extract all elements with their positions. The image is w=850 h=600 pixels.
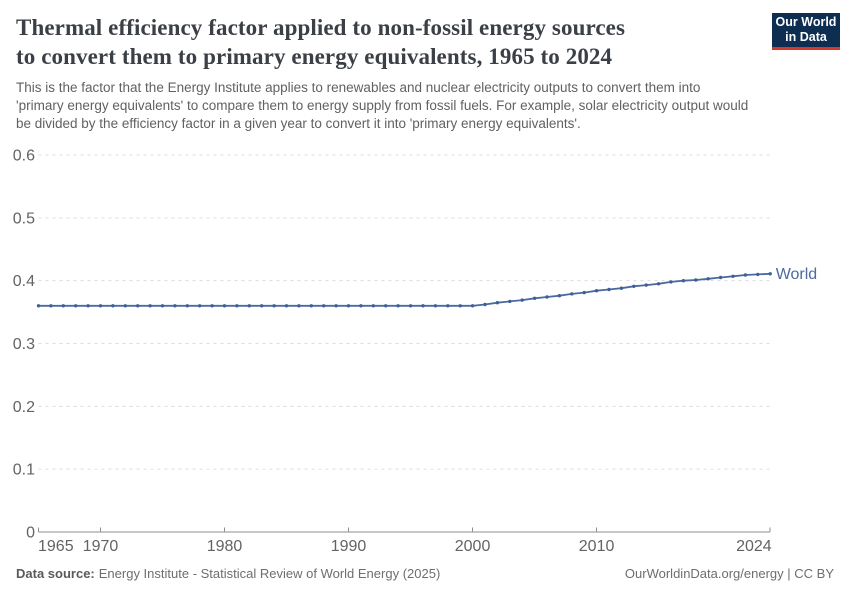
data-point-marker[interactable] (408, 304, 413, 308)
data-point-marker[interactable] (607, 287, 611, 292)
data-point-marker[interactable] (619, 286, 624, 290)
data-point-marker[interactable] (421, 304, 425, 308)
data-point-marker[interactable] (384, 304, 388, 308)
license-label: CC BY (794, 566, 834, 581)
data-point-marker[interactable] (198, 304, 202, 308)
x-axis-tick-label: 2024 (736, 538, 772, 555)
data-point-marker[interactable] (731, 274, 735, 278)
x-axis-tick-label: 1965 (38, 538, 74, 555)
data-point-marker[interactable] (49, 304, 53, 308)
y-axis-tick-label: 0.3 (13, 336, 35, 353)
data-point-marker[interactable] (173, 304, 177, 308)
data-point-marker[interactable] (210, 304, 214, 308)
chart-subtitle: This is the factor that the Energy Insti… (16, 79, 748, 133)
y-axis-tick-label: 0.6 (13, 148, 35, 165)
data-point-marker[interactable] (656, 282, 661, 286)
y-axis-tick-label: 0 (26, 525, 35, 542)
data-source-link[interactable]: Energy Institute - Statistical Review of… (98, 566, 441, 581)
data-source-label: Data source: (16, 566, 95, 581)
data-point-marker[interactable] (669, 280, 673, 284)
data-point-marker[interactable] (594, 289, 599, 293)
data-point-marker[interactable] (309, 304, 313, 308)
data-point-marker[interactable] (508, 299, 512, 304)
data-point-marker[interactable] (582, 290, 586, 295)
y-axis-tick-label: 0.4 (13, 273, 35, 290)
data-point-marker[interactable] (371, 304, 375, 308)
data-point-marker[interactable] (557, 294, 562, 298)
data-point-marker[interactable] (185, 304, 189, 308)
data-point-marker[interactable] (334, 304, 338, 308)
data-point-marker[interactable] (359, 304, 363, 308)
data-point-marker[interactable] (520, 298, 524, 302)
x-axis-tick-label: 1990 (331, 538, 367, 555)
data-point-marker[interactable] (756, 272, 760, 277)
data-point-marker[interactable] (768, 272, 772, 276)
page-title-line1: Thermal efficiency factor applied to non… (16, 15, 626, 40)
x-axis-tick-label: 1980 (207, 538, 243, 555)
x-axis-tick-label: 2000 (455, 538, 491, 555)
data-point-marker[interactable] (260, 304, 264, 308)
data-point-marker[interactable] (545, 295, 549, 299)
footer-separator: | (783, 566, 795, 581)
data-point-marker[interactable] (694, 278, 698, 282)
data-point-marker[interactable] (743, 273, 748, 277)
x-axis-tick-label: 2010 (579, 538, 615, 555)
world-series-label[interactable]: World (776, 266, 818, 283)
data-point-marker[interactable] (111, 304, 115, 308)
data-point-marker[interactable] (123, 304, 128, 308)
chart-subtitle-line1: This is the factor that the Energy Insti… (16, 80, 701, 95)
data-point-marker[interactable] (235, 304, 239, 308)
owid-logo[interactable]: Our World in Data (772, 13, 840, 50)
data-point-marker[interactable] (570, 292, 574, 296)
chart-subtitle-line2: 'primary energy equivalents' to compare … (16, 98, 749, 113)
data-point-marker[interactable] (483, 302, 487, 307)
data-point-marker[interactable] (74, 304, 78, 308)
data-point-marker[interactable] (718, 275, 723, 280)
data-point-marker[interactable] (322, 304, 326, 308)
x-axis-tick-label: 1970 (83, 538, 119, 555)
data-point-marker[interactable] (632, 284, 636, 288)
y-axis-tick-label: 0.5 (13, 210, 35, 227)
page-title-line2: to convert them to primary energy equiva… (16, 44, 613, 69)
data-point-marker[interactable] (284, 304, 289, 308)
data-point-marker[interactable] (495, 301, 500, 305)
data-point-marker[interactable] (644, 283, 648, 287)
y-axis-tick-label: 0.1 (13, 462, 35, 479)
data-point-marker[interactable] (148, 304, 152, 308)
data-point-marker[interactable] (433, 304, 438, 308)
data-point-marker[interactable] (446, 304, 450, 308)
data-point-marker[interactable] (61, 304, 65, 308)
data-point-marker[interactable] (470, 304, 475, 308)
chart-footer: Data source: Energy Institute - Statistic… (16, 566, 834, 581)
owid-url-link[interactable]: OurWorldinData.org/energy (624, 566, 784, 581)
data-source-note: Data source: Energy Institute - Statistic… (16, 566, 440, 581)
data-point-marker[interactable] (247, 304, 251, 308)
y-axis-tick-label: 0.2 (13, 399, 35, 416)
owid-logo-line2: in Data (785, 30, 827, 44)
data-point-marker[interactable] (297, 304, 301, 308)
page-title: Thermal efficiency factor applied to non… (16, 13, 625, 71)
data-point-marker[interactable] (222, 304, 227, 308)
chart-area: 0 0.1 0.2 0.3 0.4 0.5 0.6 1965 1970 1980 1990 2000 2… (0, 140, 850, 560)
data-point-marker[interactable] (346, 304, 351, 308)
data-point-marker[interactable] (136, 304, 140, 308)
data-point-marker[interactable] (681, 279, 686, 283)
data-point-marker[interactable] (160, 304, 165, 308)
data-point-marker[interactable] (458, 304, 462, 308)
data-point-marker[interactable] (706, 277, 710, 281)
data-point-marker[interactable] (36, 304, 41, 308)
footer-credit: OurWorldinData.org/energy | CC BY (625, 566, 834, 581)
world-line-series[interactable] (38, 272, 771, 307)
data-point-marker[interactable] (272, 304, 276, 308)
data-point-marker[interactable] (396, 304, 400, 308)
data-point-marker[interactable] (98, 304, 103, 308)
chart-subtitle-line3: be divided by the efficiency factor in a… (16, 116, 581, 131)
chart-svg: 0 0.1 0.2 0.3 0.4 0.5 0.6 1965 1970 1980 1990 2000 2… (13, 148, 818, 556)
data-point-marker[interactable] (532, 296, 537, 300)
data-point-marker[interactable] (86, 304, 90, 308)
owid-logo-line1: Our World (775, 15, 837, 29)
